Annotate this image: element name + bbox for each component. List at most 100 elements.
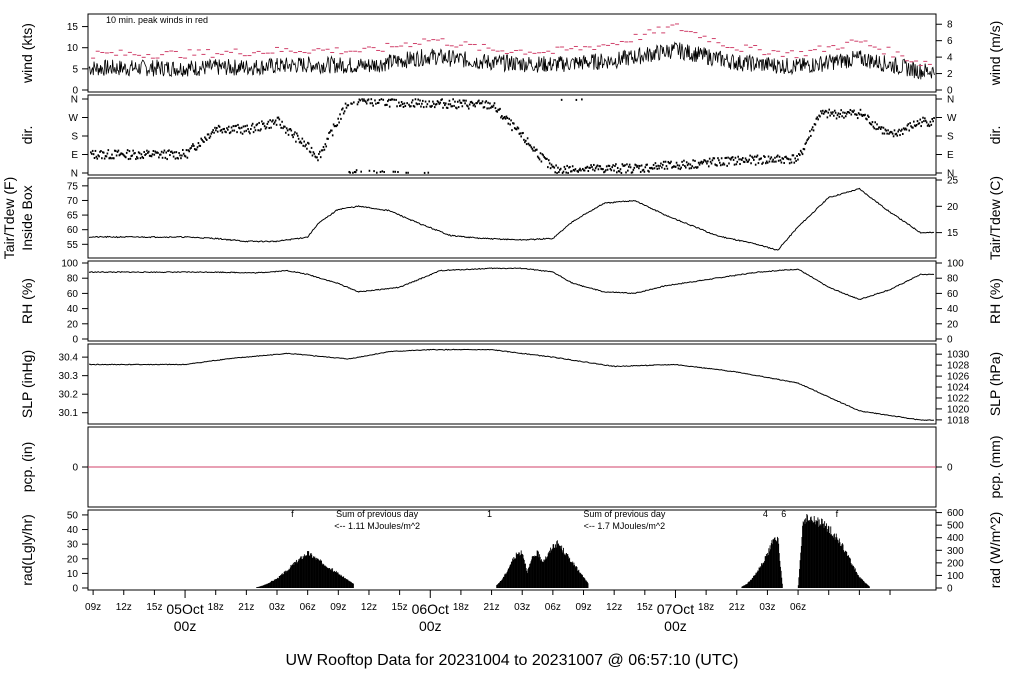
dir-mark — [170, 150, 173, 153]
dir-mark — [812, 129, 815, 132]
dir-mark — [653, 167, 656, 170]
dir-mark — [804, 142, 807, 145]
dir-mark — [418, 102, 420, 105]
dir-mark — [218, 125, 221, 128]
temp-ytick-label-right: 25 — [947, 176, 959, 187]
dir-mark — [454, 100, 456, 103]
dir-mark — [525, 143, 528, 146]
dir-mark — [499, 107, 501, 110]
dir-mark — [240, 126, 243, 129]
dir-mark — [447, 103, 450, 106]
x-hour-label: 15z — [637, 602, 653, 613]
dir-mark — [257, 129, 259, 132]
dir-mark — [364, 99, 366, 102]
dir-mark — [727, 156, 729, 159]
dir-mark — [624, 164, 626, 167]
dir-mark — [567, 171, 569, 174]
dir-mark — [742, 160, 745, 163]
slp-ytick-label-left: 30.4 — [59, 353, 79, 364]
slp-panel-frame — [87, 343, 937, 425]
dir-mark — [315, 156, 317, 159]
dir-mark — [365, 102, 368, 105]
dir-mark — [694, 159, 696, 162]
dir-mark — [219, 129, 222, 132]
rad-annotation: <-- 1.7 MJoules/m^2 — [584, 521, 666, 531]
dir-mark — [625, 171, 627, 174]
dir-mark — [402, 105, 405, 108]
dir-mark — [710, 162, 713, 165]
dir-mark — [696, 166, 699, 169]
dir-mark — [286, 129, 289, 132]
dir-mark — [761, 162, 763, 165]
slp-ytick-label-right: 1022 — [947, 393, 970, 404]
dir-mark — [97, 154, 99, 157]
dir-mark — [296, 132, 298, 135]
dir-mark — [195, 148, 198, 151]
wind-ytick-label-right: 0 — [947, 86, 953, 97]
dir-mark — [123, 154, 125, 157]
dir-mark — [821, 112, 823, 115]
dir-mark — [704, 159, 706, 162]
dir-mark — [616, 171, 618, 174]
dir-mark — [730, 158, 732, 161]
dir-mark — [127, 158, 130, 161]
dir-mark — [140, 153, 143, 156]
dir-mark — [555, 164, 557, 167]
dir-mark — [147, 150, 150, 153]
dir-mark — [492, 104, 495, 107]
dir-mark — [263, 125, 266, 128]
dir-mark — [151, 153, 154, 156]
dir-mark — [434, 103, 437, 106]
dir-mark — [595, 165, 598, 168]
dir-mark — [772, 158, 774, 161]
dir-mark — [667, 160, 670, 163]
dir-mark — [360, 170, 362, 173]
dir-mark — [404, 105, 407, 108]
dir-mark — [654, 162, 657, 165]
dir-mark — [431, 104, 433, 107]
dir-mark — [845, 112, 848, 115]
dir-mark — [678, 164, 681, 167]
dir-mark — [279, 123, 282, 126]
dir-mark — [368, 169, 371, 172]
dir-mark — [516, 126, 519, 129]
dir-mark — [817, 118, 819, 121]
dir-mark — [906, 124, 909, 127]
dir-mark — [433, 106, 436, 109]
dir-mark — [925, 121, 928, 124]
dir-mark — [604, 169, 607, 172]
dir-mark — [597, 168, 600, 171]
dir-mark — [312, 151, 315, 154]
dir-mark — [659, 164, 661, 167]
dir-mark — [664, 160, 667, 163]
dir-mark — [373, 170, 375, 173]
dir-mark — [228, 132, 231, 135]
dir-mark — [421, 99, 424, 102]
dir-mark — [401, 103, 404, 106]
dir-mark — [913, 120, 915, 123]
dir-mark — [441, 98, 443, 101]
dir-mark — [756, 154, 759, 157]
x-hour-label: 03z — [759, 602, 775, 613]
dir-mark — [357, 101, 360, 104]
dir-mark — [468, 103, 471, 106]
dir-mark — [163, 149, 166, 152]
dir-mark — [544, 157, 546, 160]
dir-mark — [846, 111, 849, 114]
dir-mark — [614, 164, 616, 167]
dir-mark — [227, 128, 229, 131]
dir-mark — [113, 149, 116, 152]
dir-mark — [184, 155, 187, 158]
dir-mark — [560, 98, 563, 101]
dir-mark — [660, 162, 662, 165]
dir-mark — [444, 102, 447, 105]
dir-mark — [741, 158, 743, 161]
dir-mark — [671, 166, 673, 169]
dir-mark — [378, 99, 381, 102]
dir-mark — [803, 148, 806, 151]
dir-mark — [397, 171, 399, 174]
dir-mark — [849, 108, 852, 111]
temp-ytick-label-right: 20 — [947, 202, 959, 213]
dir-mark — [550, 163, 553, 166]
